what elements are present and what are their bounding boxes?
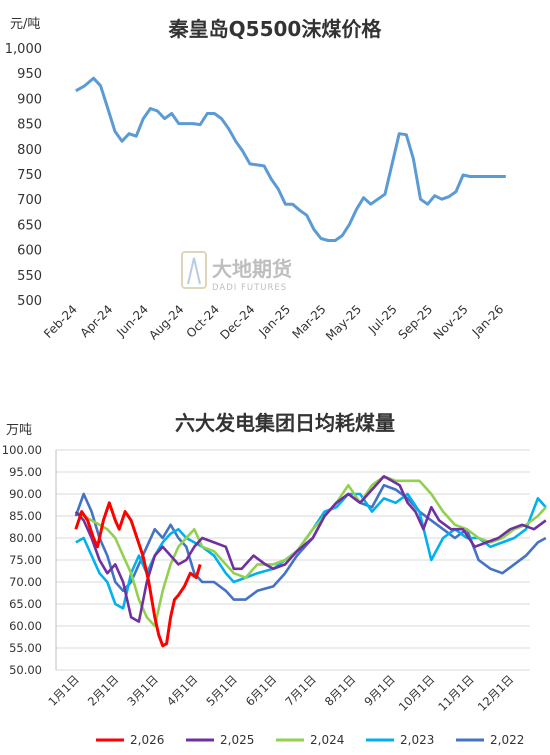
series-line-2023 <box>75 492 547 610</box>
y-tick-label: 60.00 <box>9 619 42 633</box>
x-tick-label: Jun-24 <box>113 302 151 340</box>
legend-label: 2,025 <box>220 733 254 747</box>
x-tick-label: 10月1日 <box>396 672 438 714</box>
logo-mark-icon <box>181 251 207 289</box>
y-tick-label: 500 <box>17 294 42 309</box>
x-tick-label: Dec-24 <box>217 302 257 342</box>
x-tick-label: Mar-25 <box>289 302 328 341</box>
y-tick-label: 100.00 <box>2 443 42 457</box>
legend-item: 2,026 <box>96 733 164 747</box>
y-tick-label: 90.00 <box>9 487 42 501</box>
legend-label: 2,024 <box>310 733 344 747</box>
legend-item: 2,022 <box>456 733 524 747</box>
y-tick-label: 1,000 <box>5 42 42 57</box>
price-series-line <box>75 76 506 242</box>
y-tick-label: 75.00 <box>9 553 42 567</box>
x-tick-label: Apr-24 <box>78 302 116 340</box>
price-chart: 秦皇岛Q5500沫煤价格 元/吨 大地期货 DADI FUTURES 1,000… <box>0 0 550 375</box>
legend-item: 2,024 <box>276 733 344 747</box>
y-tick-label: 800 <box>17 143 42 158</box>
series-line-2026 <box>74 501 202 648</box>
y-tick-label: 950 <box>17 67 42 82</box>
y-tick-label: 900 <box>17 92 42 107</box>
x-tick-label: Oct-24 <box>184 302 222 340</box>
legend-label: 2,023 <box>400 733 434 747</box>
watermark-text: 大地期货 <box>212 257 292 281</box>
x-tick-label: 11月1日 <box>435 672 477 714</box>
y-tick-label: 65.00 <box>9 597 42 611</box>
legend-item: 2,023 <box>366 733 434 747</box>
x-tick-label: 8月1日 <box>322 672 359 709</box>
y-tick-label: 550 <box>17 269 42 284</box>
y-tick-label: 85.00 <box>9 509 42 523</box>
y-tick-label: 70.00 <box>9 575 42 589</box>
chart-title: 六大发电集团日均耗煤量 <box>175 411 395 435</box>
y-tick-label: 600 <box>17 244 42 259</box>
y-tick-label: 750 <box>17 168 42 183</box>
y-tick-label: 650 <box>17 218 42 233</box>
x-tick-label: 12月1日 <box>475 672 517 714</box>
x-tick-label: Aug-24 <box>146 302 186 342</box>
x-tick-label: May-25 <box>323 302 364 343</box>
watermark-subtext: DADI FUTURES <box>212 283 287 293</box>
legend-label: 2,026 <box>130 733 164 747</box>
y-tick-label: 95.00 <box>9 465 42 479</box>
x-tick-label: Jan-25 <box>256 302 294 340</box>
series-line-2025 <box>74 475 547 623</box>
coal-consumption-chart-svg: 六大发电集团日均耗煤量 万吨 100.00 95.00 90.00 85.00 80.0… <box>2 411 547 747</box>
price-chart-svg: 秦皇岛Q5500沫煤价格 元/吨 大地期货 DADI FUTURES 1,000… <box>5 17 507 343</box>
x-tick-label: Sep-25 <box>396 302 436 342</box>
y-axis-unit: 元/吨 <box>10 17 40 32</box>
coal-consumption-chart: 六大发电集团日均耗煤量 万吨 100.00 95.00 90.00 85.00 80.0… <box>0 400 550 751</box>
y-tick-label: 80.00 <box>9 531 42 545</box>
x-tick-label: 1月1日 <box>45 672 82 709</box>
x-tick-label: Jan-26 <box>469 302 507 340</box>
x-tick-label: 7月1日 <box>282 672 319 709</box>
x-tick-label: 6月1日 <box>243 672 280 709</box>
watermark-logo: 大地期货 DADI FUTURES <box>181 251 292 293</box>
y-tick-label: 700 <box>17 193 42 208</box>
x-tick-label: 3月1日 <box>124 672 161 709</box>
y-tick-label: 55.00 <box>9 641 42 655</box>
x-tick-label: 4月1日 <box>164 672 201 709</box>
legend-label: 2,022 <box>490 733 524 747</box>
x-tick-label: 2月1日 <box>85 672 122 709</box>
x-tick-label: 9月1日 <box>361 672 398 709</box>
x-tick-label: Nov-25 <box>431 302 471 342</box>
chart-title: 秦皇岛Q5500沫煤价格 <box>168 17 383 41</box>
y-tick-label: 50.00 <box>9 663 42 677</box>
legend-item: 2,025 <box>186 733 254 747</box>
x-tick-label: 5月1日 <box>203 672 240 709</box>
y-tick-label: 850 <box>17 118 42 133</box>
series-line-2024 <box>75 475 547 628</box>
y-axis-unit: 万吨 <box>6 423 32 438</box>
x-tick-label: Feb-24 <box>41 302 80 341</box>
